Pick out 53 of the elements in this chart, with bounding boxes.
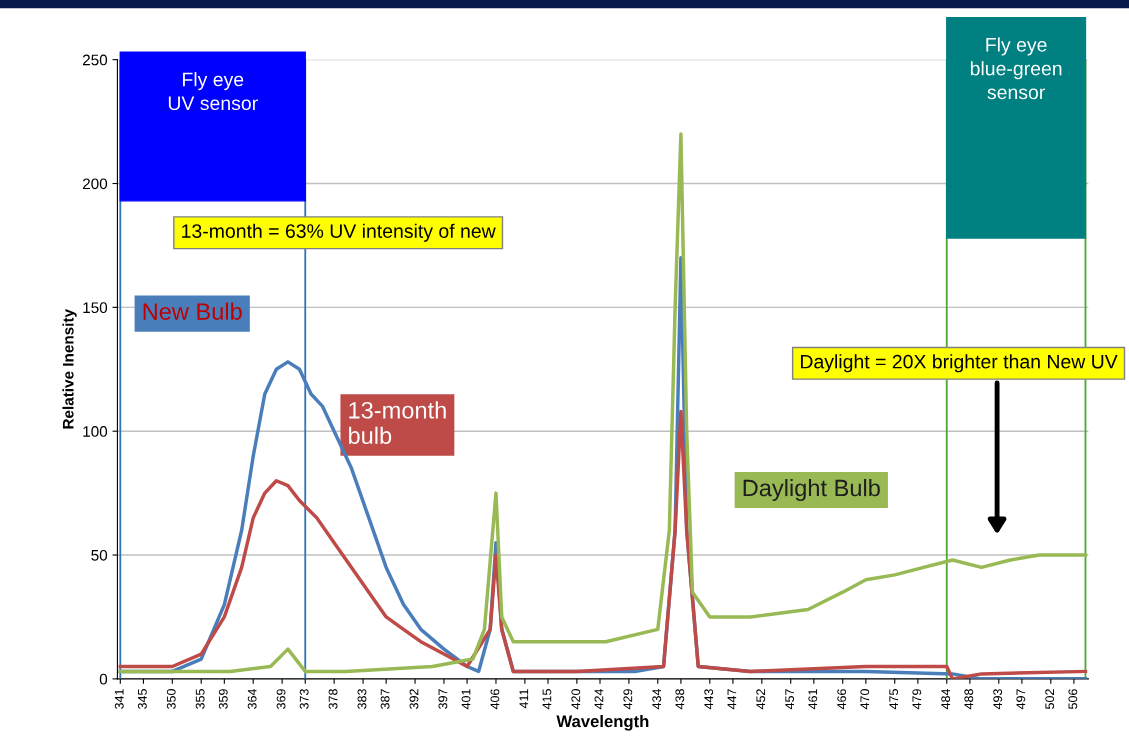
x-tick-label: 350 [166, 689, 176, 709]
y-tick-label: 150 [83, 302, 108, 314]
x-tick-label: 387 [380, 689, 390, 709]
x-tick-label: 452 [756, 689, 766, 710]
x-tick-label: 359 [218, 689, 228, 709]
text: Daylight Bulb [743, 479, 880, 502]
x-tick-label: 341 [114, 689, 124, 709]
x-tick-label: 429 [623, 689, 633, 710]
x-tick-label: 369 [276, 689, 286, 709]
x-tick-label: 461 [808, 689, 818, 710]
x-tick-label: 497 [1016, 689, 1026, 710]
x-tick-label: 355 [195, 689, 205, 709]
x-tick-label: 443 [704, 689, 714, 710]
annotation: Daylight = 20X brighter than New UV [801, 354, 1118, 373]
x-tick-label: 420 [571, 689, 581, 710]
y-tick-label: 200 [82, 178, 108, 190]
y-axis-title: Relative Inensity [62, 309, 77, 429]
x-tick-label: 434 [652, 688, 662, 710]
x-tick-label: 479 [912, 689, 922, 710]
band-label: Fly eye UV sensor [168, 72, 258, 111]
x-tick-label: 466 [837, 689, 847, 710]
x-tick-label: 475 [889, 689, 899, 710]
y-tick-label: 100 [83, 426, 108, 437]
x-tick-label: 502 [1045, 689, 1055, 709]
y-tick-label: 50 [91, 549, 108, 561]
x-tick-label: 345 [137, 689, 147, 709]
annotation: 13-month = 63% UV intensity of new [182, 223, 496, 242]
x-tick-label: 424 [594, 688, 604, 710]
x-tick-label: 438 [675, 689, 685, 710]
x-tick-label: 406 [490, 689, 500, 710]
band-label: Fly eye blue-green sensor [970, 37, 1062, 100]
x-tick-label: 392 [409, 689, 419, 709]
x-tick-label: 411 [519, 689, 529, 709]
x-tick-label: 415 [542, 689, 552, 710]
x-tick-label: 364 [247, 688, 257, 709]
x-tick-label: 457 [785, 689, 795, 710]
text: New Bulb [143, 302, 242, 320]
x-tick-label: 493 [993, 689, 1003, 710]
x-tick-label: 484 [941, 688, 951, 710]
x-axis-title: Wavelength [556, 714, 649, 731]
x-tick-label: 488 [964, 689, 974, 710]
x-tick-label: 373 [299, 689, 309, 709]
x-tick-label: 506 [1068, 689, 1078, 709]
x-tick-label: 470 [860, 689, 870, 710]
line-series [118, 132, 1088, 674]
x-tick-label: 378 [328, 689, 338, 709]
text: 13-month bulb [349, 401, 446, 445]
y-tick-label: 0 [99, 673, 108, 685]
y-tick-label: 250 [82, 54, 108, 66]
x-tick-label: 401 [461, 689, 471, 710]
x-tick-label: 383 [357, 689, 367, 709]
x-tick-label: 397 [438, 689, 448, 709]
x-tick-label: 447 [727, 689, 737, 710]
